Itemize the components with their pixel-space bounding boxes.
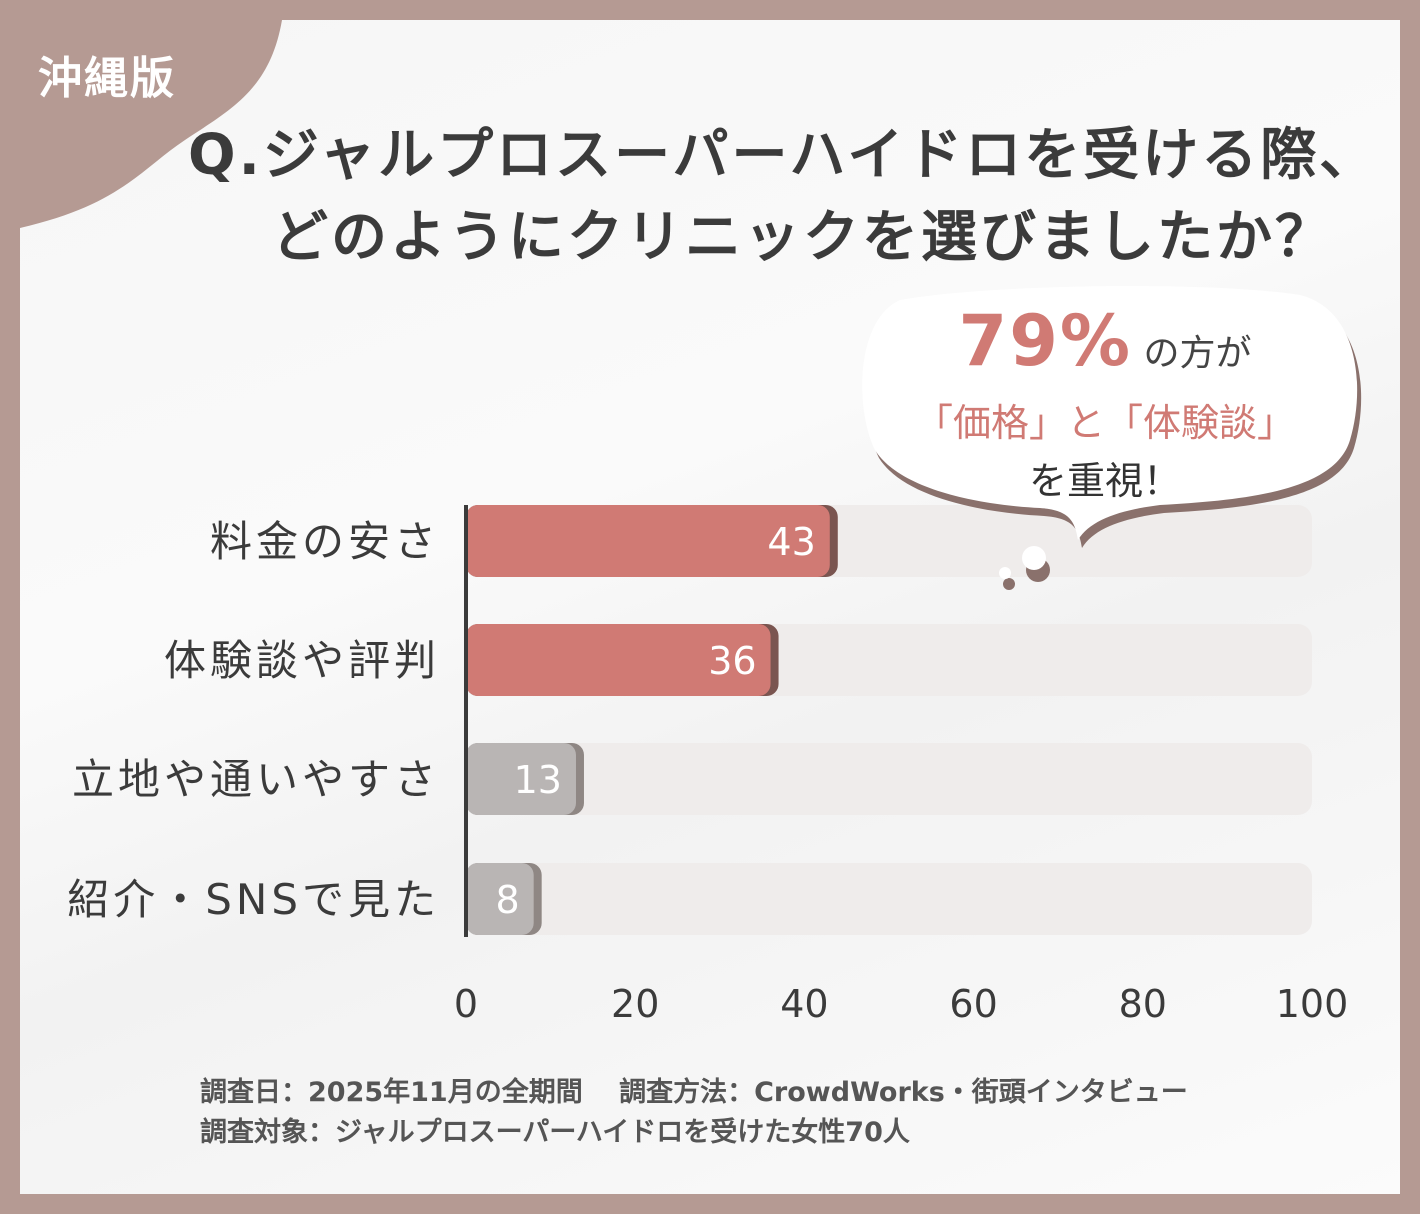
x-tick-label: 20 <box>611 982 659 1026</box>
callout-line-2: 「価格」と「体験談」 <box>914 401 1295 445</box>
edition-label: 沖縄版 <box>38 53 176 104</box>
bar-value-label: 43 <box>767 520 815 564</box>
bar-track <box>466 863 1312 935</box>
callout-percent: 79% <box>958 300 1133 382</box>
x-tick-label: 60 <box>949 982 997 1026</box>
category-label: 立地や通いやすさ <box>72 755 440 804</box>
x-tick-label: 40 <box>780 982 828 1026</box>
survey-info-line-1: 調査日：2025年11月の全期間 調査方法：CrowdWorks・街頭インタビュ… <box>200 1077 1188 1108</box>
bar-value-label: 13 <box>514 758 562 802</box>
x-tick-label: 80 <box>1119 982 1167 1026</box>
title-line-2: どのようにクリニックを選びましたか？ <box>272 205 1334 270</box>
title-line-1: Q.ジャルプロスーパーハイドロを受ける際、 <box>188 123 1379 188</box>
bar <box>466 743 576 815</box>
callout-line-1-rest: の方が <box>1143 333 1252 374</box>
category-label: 体験談や評判 <box>164 636 440 685</box>
category-label: 紹介・SNSで見た <box>67 875 440 924</box>
bar-value-label: 8 <box>495 878 519 922</box>
edition-corner-tab <box>20 20 282 228</box>
bar <box>466 505 830 577</box>
survey-info-line-2: 調査対象：ジャルプロスーパーハイドロを受けた女性70人 <box>200 1117 910 1148</box>
x-tick-label: 0 <box>454 982 478 1026</box>
category-label: 料金の安さ <box>210 517 440 566</box>
infographic-panel <box>20 20 1400 1194</box>
bar-track <box>466 743 1312 815</box>
bar <box>466 624 771 696</box>
x-tick-label: 100 <box>1276 982 1349 1026</box>
bar-value-label: 36 <box>708 639 756 683</box>
callout-line-1: 79% の方が <box>870 300 1340 382</box>
bar <box>466 863 534 935</box>
callout-line-3: を重視！ <box>1028 459 1181 503</box>
